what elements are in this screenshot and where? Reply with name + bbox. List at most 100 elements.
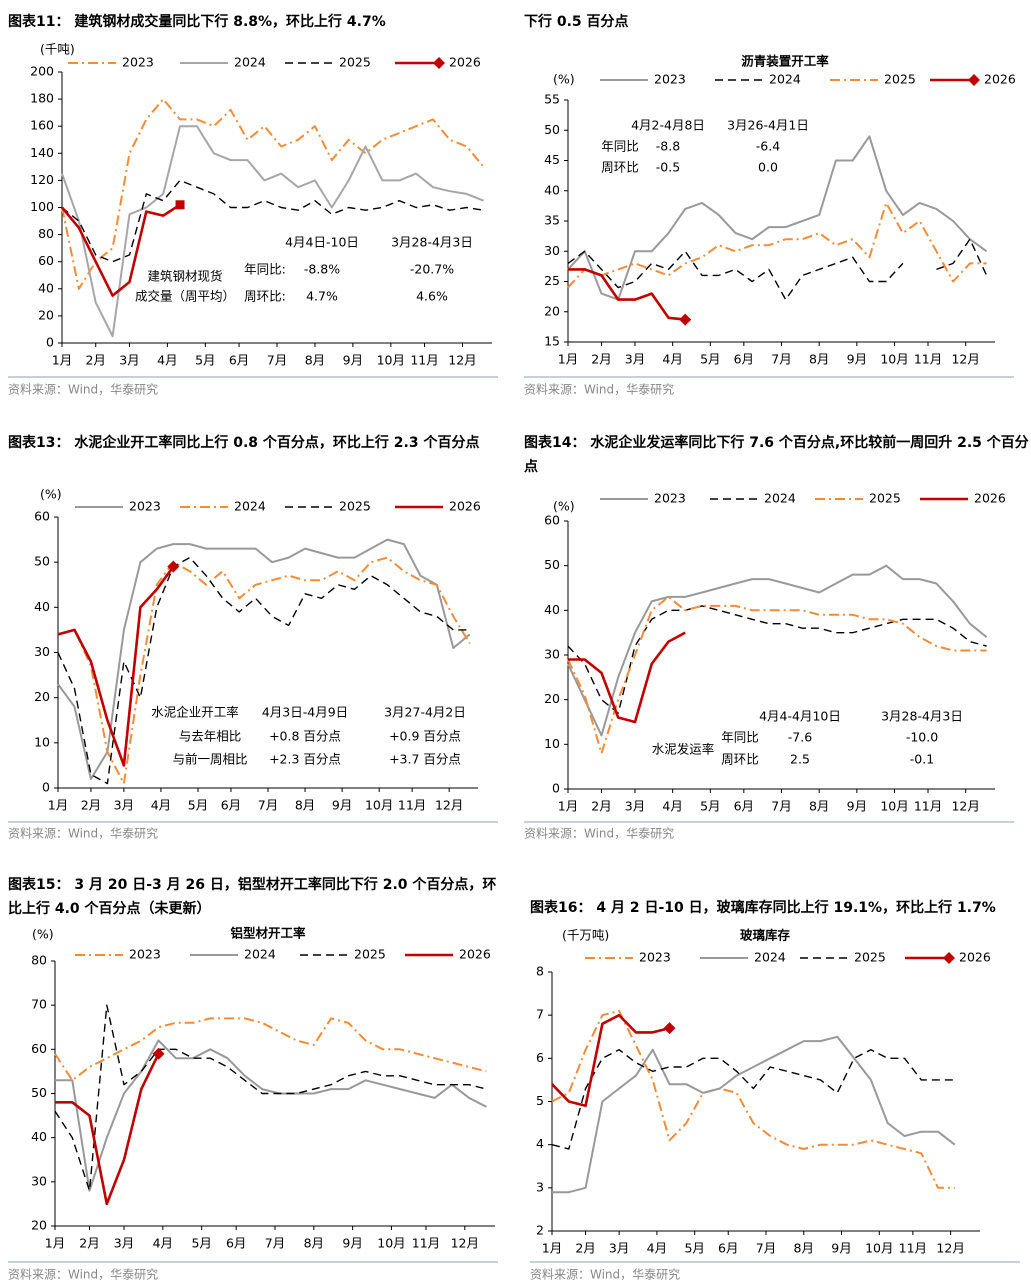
x-tick-label: 8月 [809,799,829,814]
x-tick-label: 3月 [625,799,645,814]
x-tick-label: 10月 [880,799,908,814]
legend-marker [433,57,445,69]
y-unit: (%) [553,499,575,514]
end-marker [175,200,185,210]
x-tick-label: 7月 [267,353,287,368]
x-tick-label: 8月 [305,353,325,368]
x-tick-label: 1月 [45,1236,65,1251]
x-tick-label: 5月 [188,798,208,813]
annotation-cell: -10.0 [906,730,938,745]
y-tick-label: 80 [31,953,47,968]
y-tick-label: 20 [34,689,50,704]
y-tick-label: 7 [536,1007,544,1022]
x-tick-label: 12月 [435,798,463,813]
y-tick-label: 60 [38,253,54,268]
x-tick-label: 7月 [756,1241,776,1256]
y-tick-label: 50 [31,1085,47,1100]
legend-label: 2024 [234,499,266,514]
y-tick-label: 40 [544,182,560,197]
x-tick-label: 9月 [831,1241,851,1256]
annotation-header: 4月4日-10日 [285,235,359,250]
series-line [61,98,485,290]
annotation-cell: 周环比 [721,752,759,767]
x-tick-label: 5月 [195,353,215,368]
annotation-cell: +0.8 百分点 [269,729,341,744]
y-tick-label: 20 [544,303,560,318]
y-tick-label: 40 [544,602,560,617]
y-tick-label: 50 [544,557,560,572]
y-tick-label: 20 [544,691,560,706]
x-tick-label: 6月 [226,1236,246,1251]
series-line [568,631,686,724]
legend-label: 2023 [122,55,154,70]
x-tick-label: 3月 [119,353,139,368]
series-line [61,125,484,338]
y-tick-label: 10 [34,734,50,749]
y-tick-label: 3 [536,1179,544,1194]
y-tick-label: 100 [30,199,54,214]
legend-marker [968,74,980,86]
annotation-cell: 周环比: [244,289,286,304]
y-tick-label: 80 [38,226,54,241]
x-tick-label: 5月 [700,352,720,367]
x-tick-label: 7月 [265,1236,285,1251]
series-line [54,1017,487,1082]
annotation-header: 3月26-4月1日 [727,118,809,133]
x-tick-label: 6月 [718,1241,738,1256]
annotation-header: 3月28-4月3日 [881,709,963,724]
annotation-cell: 2.5 [790,752,810,767]
series-line [55,1053,160,1206]
y-tick-label: 60 [34,509,50,524]
x-tick-label: 12月 [951,799,979,814]
y-tick-label: 10 [544,736,560,751]
annotation-cell: 周环比 [601,160,639,175]
annotation-cell: 年同比 [601,139,639,154]
y-tick-label: 200 [30,64,54,79]
series-line [568,268,686,321]
y-tick-label: 45 [544,152,560,167]
x-tick-label: 3月 [114,1236,134,1251]
legend-label: 2025 [339,499,371,514]
x-tick-label: 5月 [191,1236,211,1251]
x-tick-label: 2月 [591,799,611,814]
legend-label: 2026 [974,491,1006,506]
legend-label: 2025 [354,947,386,962]
legend-label: 2025 [869,491,901,506]
legend-label: 2026 [449,55,481,70]
legend-label: 2024 [769,72,801,87]
x-tick-label: 2月 [81,798,101,813]
end-marker [152,1047,165,1060]
annotation-cell: 与前一周相比 [172,752,247,767]
source-note: 资料来源：Wind，华泰研究 [8,826,158,841]
x-tick-label: 7月 [258,798,278,813]
end-marker [679,313,692,326]
legend-label: 2024 [764,491,796,506]
y-tick-label: 0 [46,335,54,350]
y-tick-label: 0 [42,780,50,795]
y-tick-label: 50 [544,122,560,137]
y-tick-label: 25 [544,273,560,288]
x-tick-label: 1月 [558,799,578,814]
y-tick-label: 8 [536,964,544,979]
x-tick-label: 4月 [157,353,177,368]
series-line [57,556,470,785]
x-tick-label: 8月 [794,1241,814,1256]
legend-label: 2023 [129,947,161,962]
legend-label: 2023 [654,491,686,506]
annotation-cell: -8.8 [656,139,680,154]
x-tick-label: 2月 [591,352,611,367]
x-tick-label: 2月 [79,1236,99,1251]
x-tick-label: 1月 [52,353,72,368]
x-tick-label: 9月 [343,353,363,368]
series-line [551,1049,955,1150]
y-tick-label: 30 [31,1173,47,1188]
x-tick-label: 4月 [151,798,171,813]
x-tick-label: 11月 [914,352,942,367]
x-tick-label: 6月 [221,798,241,813]
y-tick-label: 160 [30,118,54,133]
chart-title: 图表15： 3 月 20 日-3 月 26 日，铝型材开工率同比下行 2.0 个… [8,877,497,917]
x-tick-label: 3月 [609,1241,629,1256]
legend-label: 2025 [339,55,371,70]
x-tick-label: 4月 [662,799,682,814]
source-note: 资料来源：Wind，华泰研究 [524,382,674,397]
